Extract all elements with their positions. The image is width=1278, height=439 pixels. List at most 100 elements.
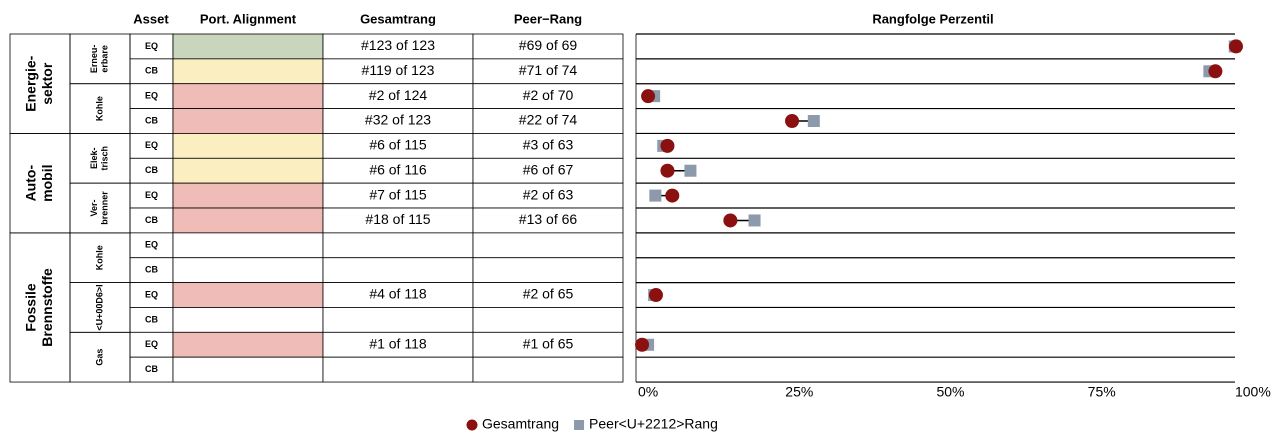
legend-label: Peer<U+2212>Rang [589,416,718,432]
sector-label: Fossile [23,283,39,331]
subsector-label-group: Elek-trisch [89,146,109,171]
gesamt-marker [635,337,650,352]
alignment-cell [172,207,324,234]
peer-rank: #6 of 67 [523,161,574,177]
gesamt-marker [665,188,680,203]
alignment-cell [172,356,324,383]
subsector-label: Erneu- [89,45,99,74]
subsector-label: Gas [94,349,104,366]
subsector-label-group: <U+00D6>l [94,284,104,330]
subsector-label: Elek- [89,148,99,170]
peer-marker [684,164,697,177]
peer-rank: #69 of 69 [519,37,578,53]
gesamt-rank: #32 of 123 [365,112,431,128]
gesamt-cell [322,108,474,134]
peer-cell [472,207,624,234]
x-tick-label: 0% [638,384,658,400]
asset-label: EQ [145,339,158,349]
asset-label: EQ [145,91,158,101]
column-header: Gesamtrang [360,11,436,26]
asset-label: CB [145,364,158,374]
peer-cell [472,133,624,159]
alignment-cell [172,157,324,184]
alignment-cell [172,232,324,259]
asset-label: EQ [145,190,158,200]
alignment-cell [172,282,324,308]
gesamt-marker [1208,64,1223,79]
asset-cell [129,282,174,308]
peer-marker [748,214,761,227]
gesamt-rank: #7 of 115 [369,186,427,202]
gesamt-cell [322,133,474,159]
sector-label-group: Energie-sektor [23,55,55,111]
asset-label: CB [145,165,158,175]
peer-cell [472,307,624,333]
peer-rank: #2 of 63 [523,186,574,202]
alignment-cell [172,257,324,283]
subsector-label-group: Erneu-erbare [89,45,109,74]
asset-label: CB [145,66,158,76]
gesamt-cell [322,207,474,234]
peer-cell [472,108,624,134]
column-header: Port. Alignment [200,11,297,26]
peer-cell [472,282,624,308]
sector-label: Energie- [23,55,39,111]
peer-cell [472,83,624,109]
asset-label: EQ [145,140,158,150]
gesamt-cell [322,307,474,333]
subsector-label: erbare [100,45,110,73]
peer-cell [472,33,624,60]
asset-label: EQ [145,240,158,250]
gesamt-cell [322,282,474,308]
alignment-cell [172,33,324,60]
sector-label: Auto- [23,165,39,202]
sector-label-group: Auto-mobil [23,164,55,201]
gesamt-rank: #2 of 124 [369,87,428,103]
gesamt-marker [641,89,656,104]
peer-marker [807,115,820,128]
peer-rank: #2 of 70 [523,87,574,103]
gesamt-rank: #4 of 118 [369,286,427,302]
x-tick-label: 50% [936,384,964,400]
peer-cell [472,157,624,184]
alignment-cell [172,58,324,85]
sector-label: sektor [39,62,55,105]
subsector-label: Ver- [89,200,99,217]
gesamt-cell [322,356,474,383]
x-tick-label: 100% [1235,384,1271,400]
peer-rank: #13 of 66 [519,211,578,227]
asset-label: EQ [145,289,158,299]
asset-label: CB [145,115,158,125]
gesamt-marker [723,213,738,228]
gesamt-rank: #119 of 123 [362,62,435,78]
alignment-cell [172,331,324,358]
chart-title: Rangfolge Perzentil [872,11,993,26]
asset-cell [129,356,174,383]
gesamt-marker [1228,39,1243,54]
peer-cell [472,257,624,283]
asset-cell [129,232,174,259]
x-tick-label: 25% [785,384,813,400]
sector-label-group: Fossile Brennstoffe [23,268,55,347]
alignment-cell [172,307,324,333]
peer-cell [472,356,624,383]
column-header: Peer−Rang [514,11,582,26]
asset-label: CB [145,265,158,275]
peer-marker [649,189,662,202]
subsector-label-group: Kohle [94,96,104,121]
legend-swatch [466,419,478,431]
subsector-label: Kohle [94,96,104,121]
subsector-label: Kohle [94,245,104,270]
asset-label: CB [145,215,158,225]
peer-cell [472,182,624,209]
gesamt-marker [660,138,675,153]
peer-rank: #3 of 63 [523,137,574,153]
gesamt-rank: #6 of 116 [369,161,427,177]
gesamt-cell [322,257,474,283]
peer-rank: #2 of 65 [523,286,574,302]
peer-cell [472,58,624,85]
asset-label: EQ [145,41,158,51]
asset-label: CB [145,314,158,324]
gesamt-cell [322,33,474,60]
